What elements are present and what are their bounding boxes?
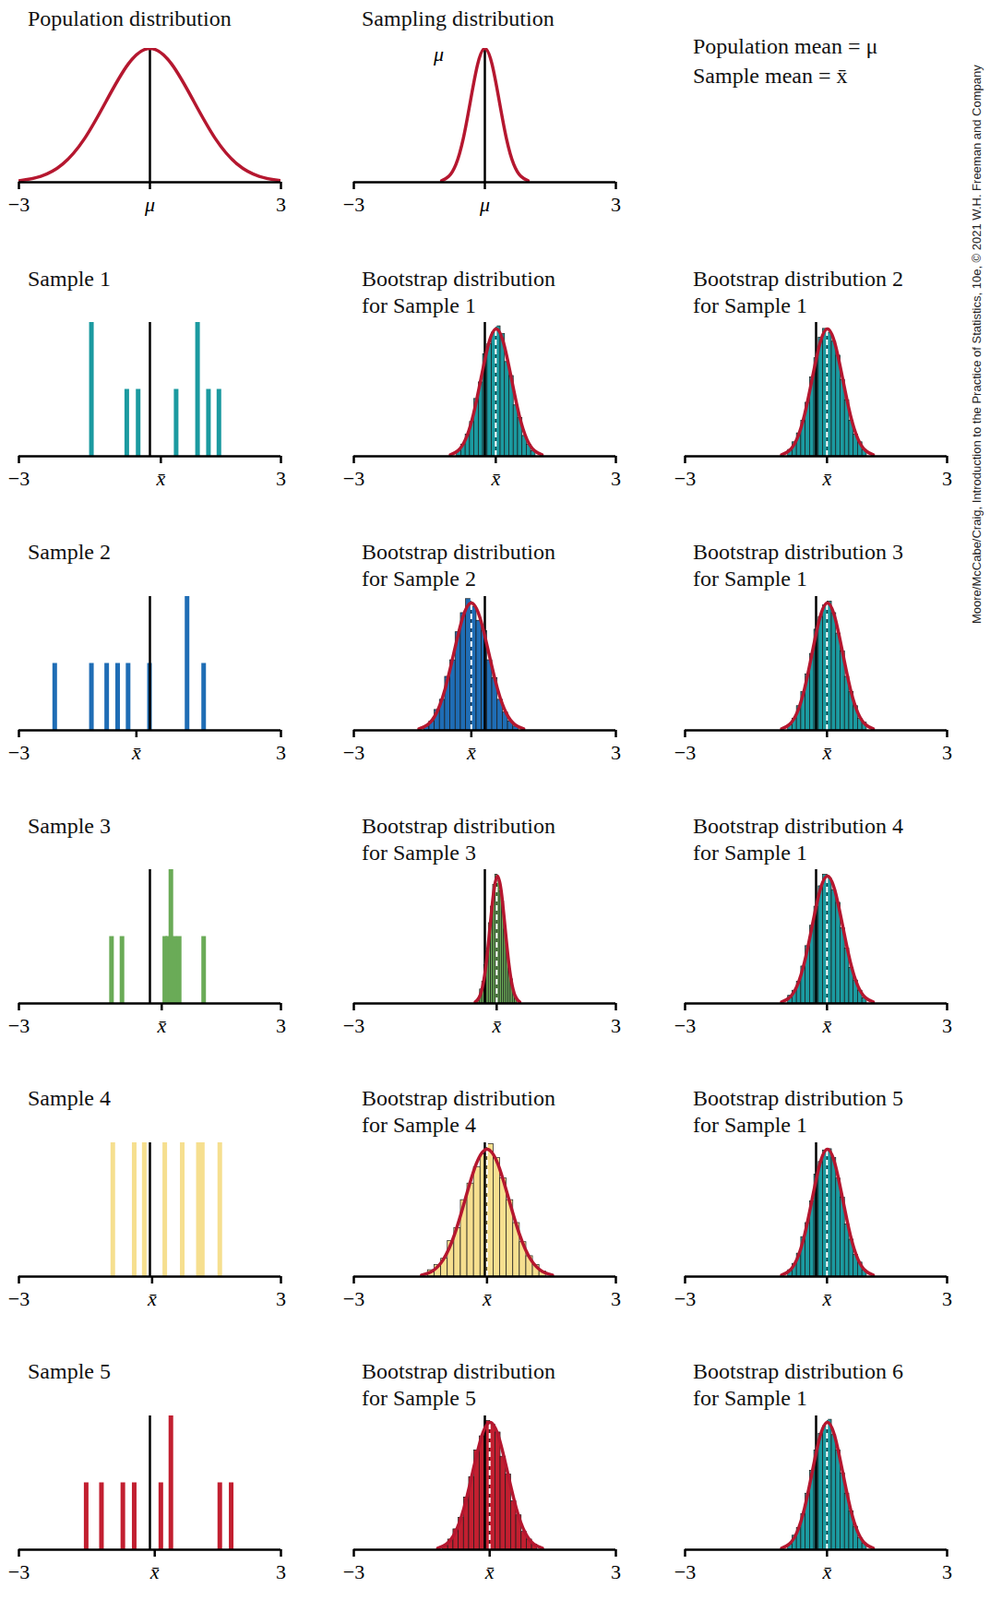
svg-text:3: 3 <box>942 466 953 490</box>
svg-text:−3: −3 <box>343 1560 365 1584</box>
html-text:Sample 1: Sample 1 <box>27 266 111 291</box>
svg-text:x̄: x̄ <box>490 1013 501 1038</box>
svg-text:3: 3 <box>275 192 287 216</box>
html-text:Sample 3: Sample 3 <box>27 813 111 838</box>
html-text:Bootstrap distribution for Sam: Bootstrap distribution for Sample 5 <box>361 1359 556 1410</box>
svg-text:3: 3 <box>610 1560 621 1584</box>
html-text:Bootstrap distribution 5 for S: Bootstrap distribution 5 for Sample 1 <box>692 1085 904 1137</box>
svg-text:3: 3 <box>275 740 287 764</box>
html-text:Sample 4: Sample 4 <box>27 1085 111 1110</box>
svg-text:−3: −3 <box>343 1013 365 1038</box>
svg-text:x̄: x̄ <box>821 740 832 764</box>
svg-text:μ: μ <box>478 192 490 216</box>
svg-text:−3: −3 <box>8 192 30 216</box>
svg-text:3: 3 <box>610 740 621 764</box>
svg-text:x̄: x̄ <box>146 1287 157 1311</box>
svg-text:−3: −3 <box>674 1560 696 1584</box>
svg-text:x̄: x̄ <box>155 466 166 490</box>
html-text:Bootstrap distribution 3 for S: Bootstrap distribution 3 for Sample 1 <box>692 539 904 591</box>
svg-text:x̄: x̄ <box>489 466 501 490</box>
svg-text:3: 3 <box>610 1287 621 1311</box>
svg-text:−3: −3 <box>674 466 696 490</box>
svg-text:3: 3 <box>942 1013 953 1038</box>
svg-text:3: 3 <box>610 192 621 216</box>
html-text:Population mean = μ: Population mean = μ <box>692 34 878 59</box>
svg-text:x̄: x̄ <box>821 1013 832 1038</box>
html-text:Sample mean = x̄: Sample mean = x̄ <box>692 63 848 88</box>
svg-text:3: 3 <box>275 466 287 490</box>
svg-text:−3: −3 <box>8 1560 30 1584</box>
html-text:Sample 5: Sample 5 <box>27 1359 111 1384</box>
html-text:Bootstrap distribution for Sam: Bootstrap distribution for Sample 4 <box>361 1085 556 1137</box>
svg-text:3: 3 <box>942 740 953 764</box>
svg-text:x̄: x̄ <box>155 1013 167 1038</box>
svg-text:x̄: x̄ <box>821 466 832 490</box>
svg-text:3: 3 <box>275 1560 287 1584</box>
svg-text:3: 3 <box>610 1013 621 1038</box>
svg-text:μ: μ <box>432 42 444 66</box>
html-text:Sampling distribution: Sampling distribution <box>361 6 555 31</box>
svg-text:−3: −3 <box>8 466 30 490</box>
svg-text:3: 3 <box>275 1287 287 1311</box>
svg-text:−3: −3 <box>343 1287 365 1311</box>
svg-text:−3: −3 <box>674 740 696 764</box>
svg-text:3: 3 <box>942 1560 953 1584</box>
svg-text:x̄: x̄ <box>821 1287 832 1311</box>
html-text:Bootstrap distribution 6 for S: Bootstrap distribution 6 for Sample 1 <box>692 1359 904 1410</box>
svg-text:−3: −3 <box>674 1013 696 1038</box>
html-text:Population distribution: Population distribution <box>27 6 232 31</box>
svg-text:μ: μ <box>143 192 156 216</box>
html-text:Moore/McCabe/Craig, Introducti: Moore/McCabe/Craig, Introduction to the … <box>969 64 984 624</box>
svg-text:x̄: x̄ <box>149 1560 160 1584</box>
html-text:Sample 2: Sample 2 <box>27 539 111 564</box>
svg-text:x̄: x̄ <box>131 740 142 764</box>
svg-text:−3: −3 <box>8 740 30 764</box>
svg-text:x̄: x̄ <box>465 740 477 764</box>
svg-text:x̄: x̄ <box>484 1560 495 1584</box>
svg-text:−3: −3 <box>8 1287 30 1311</box>
svg-text:−3: −3 <box>674 1287 696 1311</box>
html-text:Bootstrap distribution for Sam: Bootstrap distribution for Sample 1 <box>361 266 556 318</box>
html-text:Bootstrap distribution for Sam: Bootstrap distribution for Sample 3 <box>361 813 556 865</box>
svg-text:3: 3 <box>275 1013 287 1038</box>
html-text:Bootstrap distribution 4 for S: Bootstrap distribution 4 for Sample 1 <box>692 813 904 865</box>
svg-text:3: 3 <box>610 466 621 490</box>
svg-text:x̄: x̄ <box>481 1287 492 1311</box>
html-text:Bootstrap distribution for Sam: Bootstrap distribution for Sample 2 <box>361 539 556 591</box>
svg-text:−3: −3 <box>343 192 365 216</box>
svg-text:x̄: x̄ <box>821 1560 832 1584</box>
svg-text:−3: −3 <box>343 466 365 490</box>
svg-text:−3: −3 <box>8 1013 30 1038</box>
svg-text:−3: −3 <box>343 740 365 764</box>
svg-text:3: 3 <box>942 1287 953 1311</box>
html-text:Bootstrap distribution 2 for S: Bootstrap distribution 2 for Sample 1 <box>692 266 904 318</box>
